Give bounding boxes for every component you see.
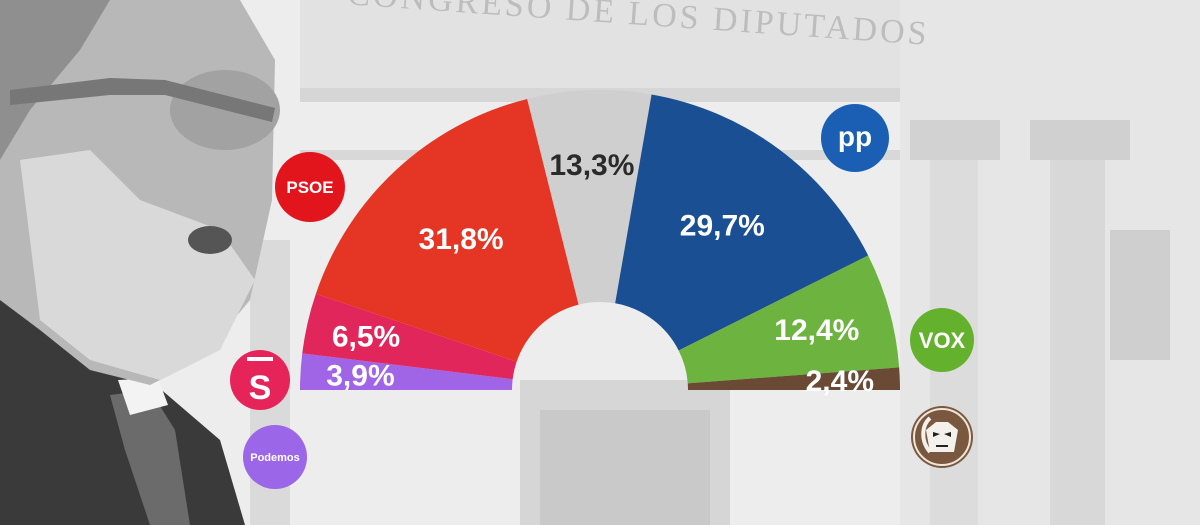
psoe-logo: PSOE xyxy=(275,152,345,222)
pct-label-vox: 12,4% xyxy=(774,314,859,347)
podemos-logo: Podemos xyxy=(243,425,307,489)
pct-label-pp: 29,7% xyxy=(680,209,765,242)
hemicycle-segment-vox xyxy=(678,255,900,384)
psoe-logo-text: PSOE xyxy=(286,178,333,197)
hemicycle-segment-salf xyxy=(687,367,900,390)
sumar-logo: S xyxy=(230,350,290,410)
salf-logo xyxy=(911,406,973,468)
percentage-labels: 3,9% 6,5% 31,8% 13,3% 29,7% 12,4% 2,4% xyxy=(326,149,874,398)
vox-logo: VOX xyxy=(910,308,974,372)
hemicycle-segment-pp xyxy=(615,94,869,351)
hemicycle-segment-sumar xyxy=(302,293,517,380)
politician-photo xyxy=(0,0,280,525)
pct-label-psoe: 31,8% xyxy=(419,223,504,256)
pct-label-sumar: 6,5% xyxy=(332,321,400,354)
hemicycle-chart xyxy=(300,89,900,390)
pct-label-other: 13,3% xyxy=(549,149,634,182)
hemicycle-segment-other xyxy=(527,89,652,305)
pp-logo-text: pp xyxy=(838,121,872,152)
hemicycle-segment-podemos xyxy=(300,353,513,390)
podemos-logo-text: Podemos xyxy=(250,452,300,464)
sumar-logo-text: S xyxy=(249,369,272,407)
vox-logo-text: VOX xyxy=(919,328,966,353)
hemicycle-segment-psoe xyxy=(315,98,579,362)
pct-label-podemos: 3,9% xyxy=(326,359,394,392)
pct-label-salf: 2,4% xyxy=(806,365,874,398)
pp-logo: pp xyxy=(821,104,889,172)
